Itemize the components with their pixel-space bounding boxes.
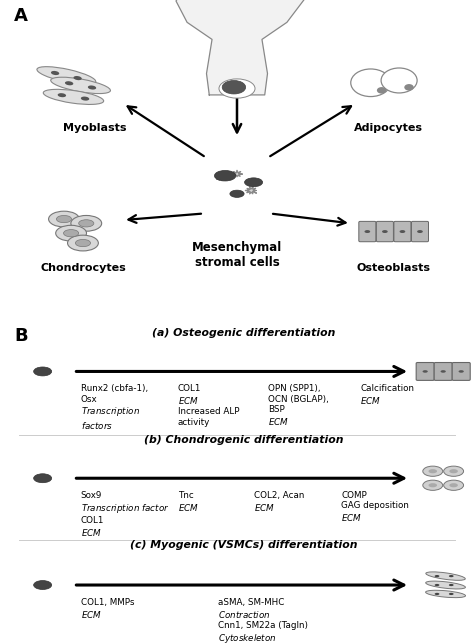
Text: Adipocytes: Adipocytes <box>354 123 423 133</box>
Text: COL2, Acan
$\it{ECM}$: COL2, Acan $\it{ECM}$ <box>254 491 304 513</box>
Ellipse shape <box>51 77 110 93</box>
Ellipse shape <box>428 483 437 488</box>
Text: A: A <box>14 6 28 24</box>
Ellipse shape <box>48 211 80 227</box>
Ellipse shape <box>67 235 99 251</box>
Ellipse shape <box>34 474 52 483</box>
Ellipse shape <box>43 90 104 104</box>
Ellipse shape <box>459 370 464 373</box>
Ellipse shape <box>56 216 72 223</box>
Ellipse shape <box>423 466 443 477</box>
Circle shape <box>351 69 391 97</box>
Text: OPN (SPP1),
OCN (BGLAP),
BSP
$\it{ECM}$: OPN (SPP1), OCN (BGLAP), BSP $\it{ECM}$ <box>268 384 328 427</box>
Ellipse shape <box>435 584 439 586</box>
Ellipse shape <box>230 190 244 198</box>
Ellipse shape <box>34 367 52 376</box>
Text: (c) Myogenic (VSMCs) differentiation: (c) Myogenic (VSMCs) differentiation <box>130 540 358 550</box>
Circle shape <box>404 84 414 91</box>
Ellipse shape <box>440 370 446 373</box>
Ellipse shape <box>219 79 255 98</box>
FancyBboxPatch shape <box>416 363 434 381</box>
Ellipse shape <box>79 220 94 227</box>
FancyBboxPatch shape <box>452 363 470 381</box>
Text: Myoblasts: Myoblasts <box>63 123 127 133</box>
Ellipse shape <box>245 178 263 187</box>
Ellipse shape <box>64 229 79 237</box>
Polygon shape <box>176 0 306 95</box>
Text: Runx2 (cbfa-1),
Osx
$\it{Transcription}$
$\it{factors}$: Runx2 (cbfa-1), Osx $\it{Transcription}$… <box>81 384 148 431</box>
Text: Chondrocytes: Chondrocytes <box>40 263 126 273</box>
Ellipse shape <box>444 466 464 477</box>
Ellipse shape <box>449 584 454 586</box>
Ellipse shape <box>435 575 439 577</box>
Text: Osteoblasts: Osteoblasts <box>356 263 430 273</box>
Polygon shape <box>38 475 47 482</box>
Ellipse shape <box>214 171 236 181</box>
Text: Sox9
$\it{Transcription\ factor}$
COL1
$\it{ECM}$: Sox9 $\it{Transcription\ factor}$ COL1 $… <box>81 491 169 538</box>
Polygon shape <box>37 582 47 589</box>
Ellipse shape <box>449 575 454 577</box>
Ellipse shape <box>400 230 405 233</box>
Ellipse shape <box>449 483 458 488</box>
Ellipse shape <box>417 230 423 233</box>
Circle shape <box>377 87 386 93</box>
Ellipse shape <box>37 67 96 84</box>
Polygon shape <box>215 175 226 181</box>
Ellipse shape <box>449 593 454 595</box>
Text: Mesenchymal
stromal cells: Mesenchymal stromal cells <box>192 242 282 269</box>
Polygon shape <box>245 186 256 194</box>
FancyBboxPatch shape <box>411 222 428 242</box>
FancyBboxPatch shape <box>434 363 452 381</box>
Ellipse shape <box>428 469 437 473</box>
Text: Calcification
$\it{ECM}$: Calcification $\it{ECM}$ <box>360 384 414 406</box>
Circle shape <box>381 68 417 93</box>
Text: COL1
$\it{ECM}$
Increased ALP
activity: COL1 $\it{ECM}$ Increased ALP activity <box>178 384 239 427</box>
Ellipse shape <box>73 76 82 80</box>
Polygon shape <box>38 368 47 374</box>
Ellipse shape <box>435 593 439 595</box>
Ellipse shape <box>422 370 428 373</box>
Ellipse shape <box>449 469 458 473</box>
Ellipse shape <box>71 216 101 231</box>
Ellipse shape <box>81 97 89 100</box>
Ellipse shape <box>423 480 443 490</box>
Ellipse shape <box>365 230 370 233</box>
Text: COL1, MMPs
$\it{ECM}$: COL1, MMPs $\it{ECM}$ <box>81 598 134 620</box>
Ellipse shape <box>426 591 465 598</box>
Ellipse shape <box>65 81 73 85</box>
Text: (b) Chondrogenic differentiation: (b) Chondrogenic differentiation <box>145 435 344 445</box>
FancyBboxPatch shape <box>376 222 393 242</box>
Ellipse shape <box>88 86 96 90</box>
Ellipse shape <box>426 581 465 589</box>
Text: B: B <box>14 327 28 345</box>
Ellipse shape <box>51 71 59 75</box>
Ellipse shape <box>426 572 465 580</box>
Ellipse shape <box>75 240 91 247</box>
Polygon shape <box>232 170 242 177</box>
Text: COMP
GAG deposition
$\it{ECM}$: COMP GAG deposition $\it{ECM}$ <box>341 491 409 523</box>
Ellipse shape <box>58 93 66 97</box>
Ellipse shape <box>444 480 464 490</box>
FancyBboxPatch shape <box>394 222 411 242</box>
Text: Tnc
$\it{ECM}$: Tnc $\it{ECM}$ <box>178 491 199 513</box>
Ellipse shape <box>55 225 86 241</box>
Ellipse shape <box>222 80 246 94</box>
Ellipse shape <box>34 580 52 589</box>
Ellipse shape <box>382 230 388 233</box>
FancyBboxPatch shape <box>359 222 376 242</box>
Text: (a) Osteogenic differentiation: (a) Osteogenic differentiation <box>153 328 336 338</box>
Text: aSMA, SM-MHC
$\it{Contraction}$
Cnn1, SM22a (TagIn)
$\it{Cytoskeleton}$: aSMA, SM-MHC $\it{Contraction}$ Cnn1, SM… <box>218 598 308 644</box>
